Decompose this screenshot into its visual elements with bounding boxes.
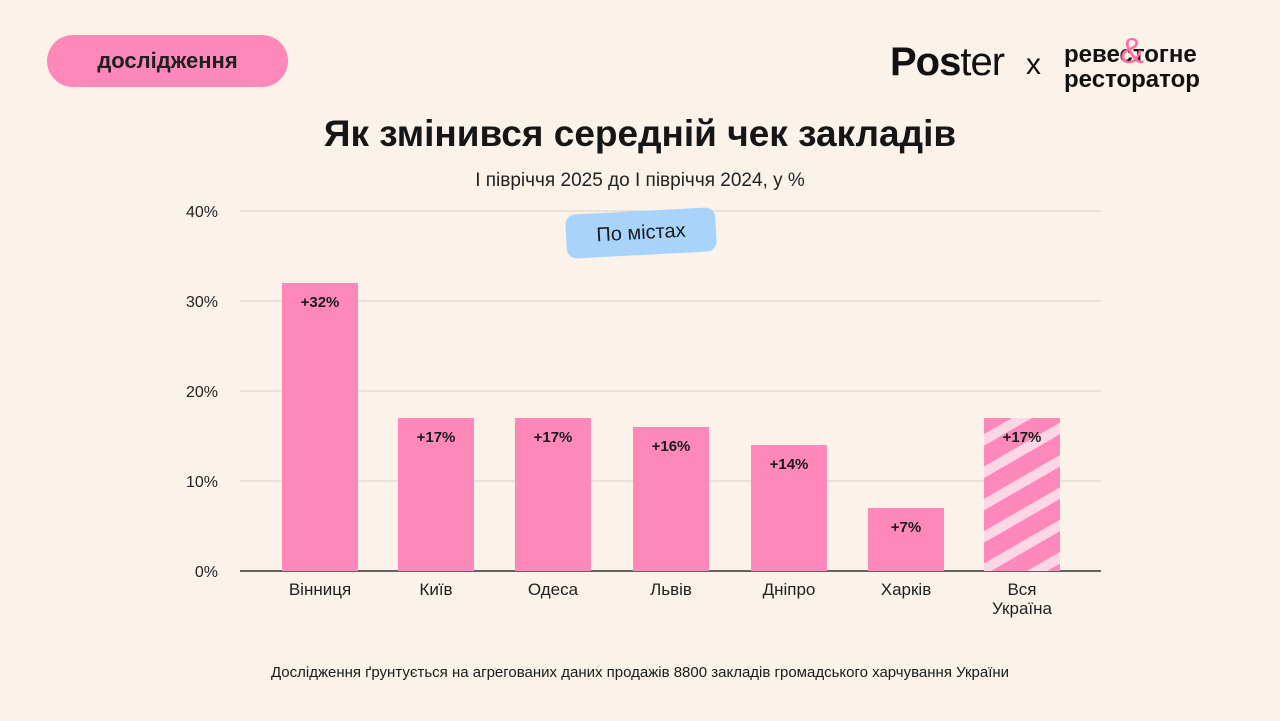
- bar: [868, 508, 944, 571]
- research-badge: дослідження: [47, 35, 288, 87]
- x-tick-label: Харків: [881, 580, 932, 599]
- partner-logos: Poster x ревестогне ресторатор &: [890, 30, 1240, 100]
- data-label: +17%: [1003, 429, 1042, 446]
- y-tick-label: 30%: [186, 294, 218, 311]
- restorator-logo: ревестогне ресторатор: [1064, 42, 1200, 92]
- x-tick-label: Дніпро: [763, 580, 816, 599]
- x-tick-label: Вінниця: [289, 580, 351, 599]
- y-tick-label: 40%: [186, 204, 218, 221]
- bar: [398, 418, 474, 571]
- x-tick-label: Вся: [1007, 580, 1036, 599]
- poster-logo-light: ter: [960, 40, 1005, 84]
- bar: [515, 418, 591, 571]
- data-label: +17%: [534, 429, 573, 446]
- restorator-logo-line1: ревестогне: [1064, 41, 1197, 68]
- logo-separator: x: [1026, 48, 1041, 81]
- y-tick-label: 20%: [186, 384, 218, 401]
- data-label: +17%: [417, 429, 456, 446]
- x-tick-label: Київ: [419, 580, 452, 599]
- footnote: Дослідження ґрунтується на агрегованих д…: [270, 664, 1010, 681]
- poster-logo: Poster: [890, 40, 1005, 85]
- bar: [751, 445, 827, 571]
- restorator-logo-line2: ресторатор: [1064, 66, 1200, 93]
- poster-logo-bold: Pos: [890, 40, 961, 84]
- data-label: +32%: [301, 294, 340, 311]
- x-tick-label: Одеса: [528, 580, 579, 599]
- data-label: +14%: [770, 456, 809, 473]
- chart-title: Як змінився середній чек закладів: [323, 113, 957, 154]
- x-tick-label: Львів: [650, 580, 692, 599]
- bar: [984, 418, 1060, 571]
- y-tick-label: 10%: [186, 474, 218, 491]
- bar: [282, 283, 358, 571]
- data-label: +7%: [891, 519, 921, 536]
- ampersand-icon: &: [1120, 30, 1145, 71]
- x-tick-label: Україна: [992, 599, 1052, 618]
- chart-subtitle: І півріччя 2025 до І півріччя 2024, у %: [475, 170, 805, 191]
- bar: [633, 427, 709, 571]
- y-tick-label: 0%: [195, 564, 218, 581]
- data-label: +16%: [652, 438, 691, 455]
- by-cities-chip: По містах: [564, 207, 718, 259]
